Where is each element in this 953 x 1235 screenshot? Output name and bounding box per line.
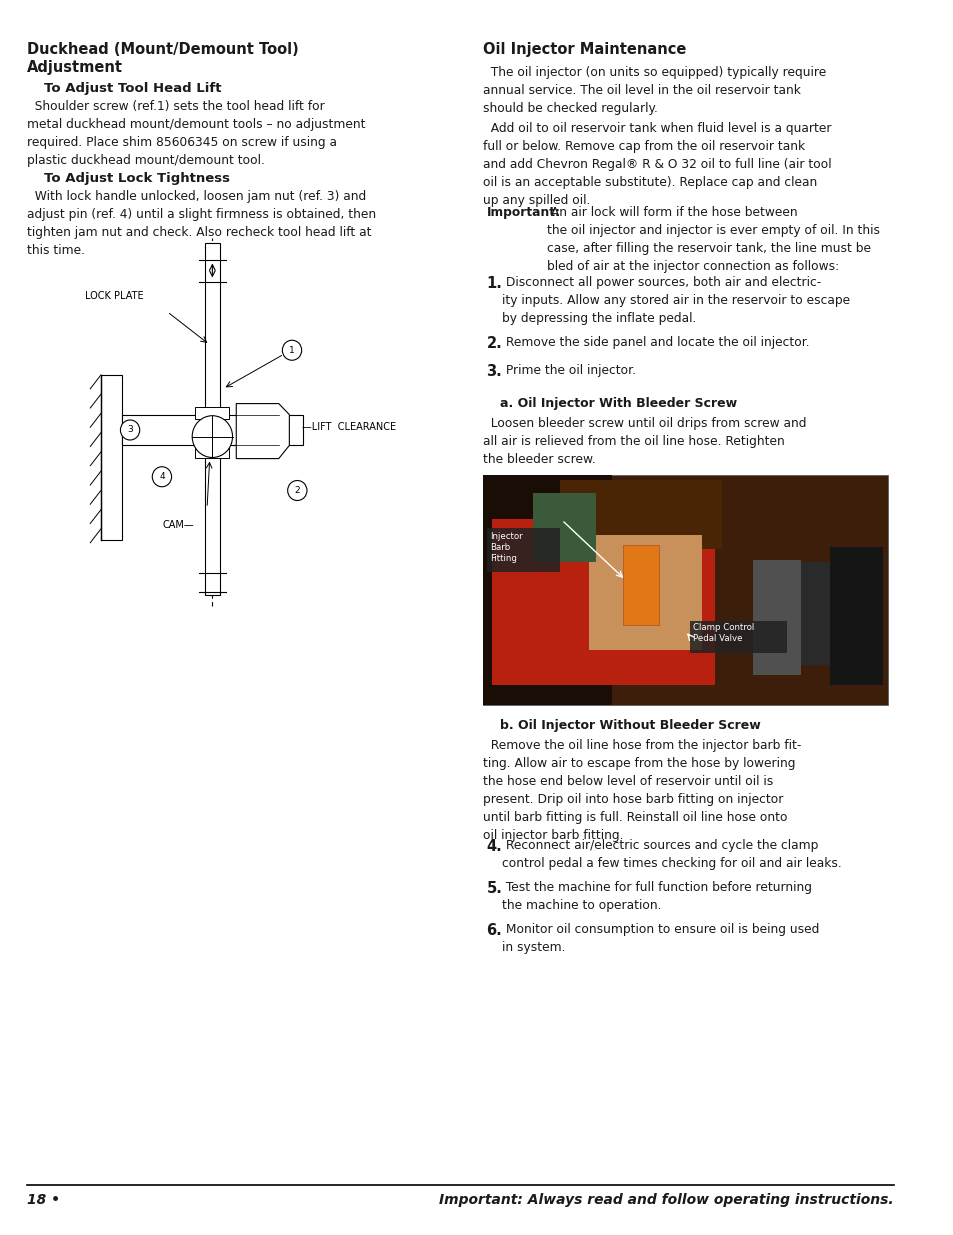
Text: CAM—: CAM— [162, 520, 193, 530]
Text: —LIFT  CLEARANCE: —LIFT CLEARANCE [302, 422, 395, 432]
Bar [622, 545, 659, 625]
Text: With lock handle unlocked, loosen jam nut (ref. 3) and
adjust pin (ref. 4) until: With lock handle unlocked, loosen jam nu… [27, 190, 375, 257]
Polygon shape [195, 406, 229, 419]
Bar [487, 529, 559, 572]
Text: Remove the side panel and locate the oil injector.: Remove the side panel and locate the oil… [501, 336, 809, 350]
Text: 6.: 6. [486, 923, 501, 939]
Text: 4: 4 [159, 472, 165, 482]
Text: Adjustment: Adjustment [27, 61, 123, 75]
Text: b. Oil Injector Without Bleeder Screw: b. Oil Injector Without Bleeder Screw [499, 719, 760, 732]
Text: To Adjust Lock Tightness: To Adjust Lock Tightness [45, 172, 231, 185]
Circle shape [282, 341, 301, 361]
Text: Clamp Control
Pedal Valve: Clamp Control Pedal Valve [693, 622, 754, 643]
Text: Oil Injector Maintenance: Oil Injector Maintenance [482, 42, 685, 57]
Circle shape [192, 416, 233, 457]
Polygon shape [195, 426, 229, 438]
Text: Monitor oil consumption to ensure oil is being used
in system.: Monitor oil consumption to ensure oil is… [501, 923, 819, 953]
Text: 2: 2 [294, 487, 300, 495]
Text: 3.: 3. [486, 364, 501, 379]
Text: Injector
Barb
Fitting: Injector Barb Fitting [490, 532, 522, 563]
Text: Remove the oil line hose from the injector barb fit-
ting. Allow air to escape f: Remove the oil line hose from the inject… [482, 739, 801, 842]
Bar [588, 535, 701, 650]
Bar [752, 559, 801, 676]
Bar [689, 621, 786, 653]
Polygon shape [236, 404, 289, 458]
Text: To Adjust Tool Head Lift: To Adjust Tool Head Lift [45, 82, 222, 95]
Bar [801, 562, 848, 664]
Text: The oil injector (on units so equipped) typically require
annual service. The oi: The oil injector (on units so equipped) … [482, 65, 825, 115]
Bar [492, 520, 715, 685]
Text: 4.: 4. [486, 839, 501, 853]
Text: Loosen bleeder screw until oil drips from screw and
all air is relieved from the: Loosen bleeder screw until oil drips fro… [482, 417, 805, 466]
Circle shape [120, 420, 139, 440]
Bar [559, 479, 721, 548]
Text: Disconnect all power sources, both air and electric-
ity inputs. Allow any store: Disconnect all power sources, both air a… [501, 275, 849, 325]
Text: 1.: 1. [486, 275, 502, 291]
Bar [533, 494, 595, 562]
Text: Shoulder screw (ref.1) sets the tool head lift for
metal duckhead mount/demount : Shoulder screw (ref.1) sets the tool hea… [27, 100, 365, 167]
Polygon shape [195, 446, 229, 457]
Bar [482, 475, 887, 705]
Text: a. Oil Injector With Bleeder Screw: a. Oil Injector With Bleeder Screw [499, 396, 737, 410]
Text: Add oil to oil reservoir tank when fluid level is a quarter
full or below. Remov: Add oil to oil reservoir tank when fluid… [482, 122, 830, 207]
Text: Test the machine for full function before returning
the machine to operation.: Test the machine for full function befor… [501, 881, 811, 911]
Text: 2.: 2. [486, 336, 501, 351]
Text: Reconnect air/electric sources and cycle the clamp
control pedal a few times che: Reconnect air/electric sources and cycle… [501, 839, 841, 869]
Text: LOCK PLATE: LOCK PLATE [85, 291, 144, 301]
Circle shape [288, 480, 307, 500]
Text: Important: Always read and follow operating instructions.: Important: Always read and follow operat… [438, 1193, 893, 1207]
Text: Duckhead (Mount/Demount Tool): Duckhead (Mount/Demount Tool) [27, 42, 298, 57]
Text: 18 •: 18 • [27, 1193, 60, 1207]
Text: 3: 3 [127, 426, 132, 435]
Text: Prime the oil injector.: Prime the oil injector. [501, 364, 636, 377]
Polygon shape [205, 243, 219, 595]
Text: 1: 1 [289, 346, 294, 354]
Text: 5.: 5. [486, 881, 502, 897]
Polygon shape [101, 375, 122, 540]
Bar [482, 475, 612, 705]
Polygon shape [122, 415, 302, 446]
Text: An air lock will form if the hose between
the oil injector and injector is ever : An air lock will form if the hose betwee… [547, 206, 880, 273]
Circle shape [152, 467, 172, 487]
Bar [829, 547, 882, 685]
Text: Important:: Important: [486, 206, 560, 219]
